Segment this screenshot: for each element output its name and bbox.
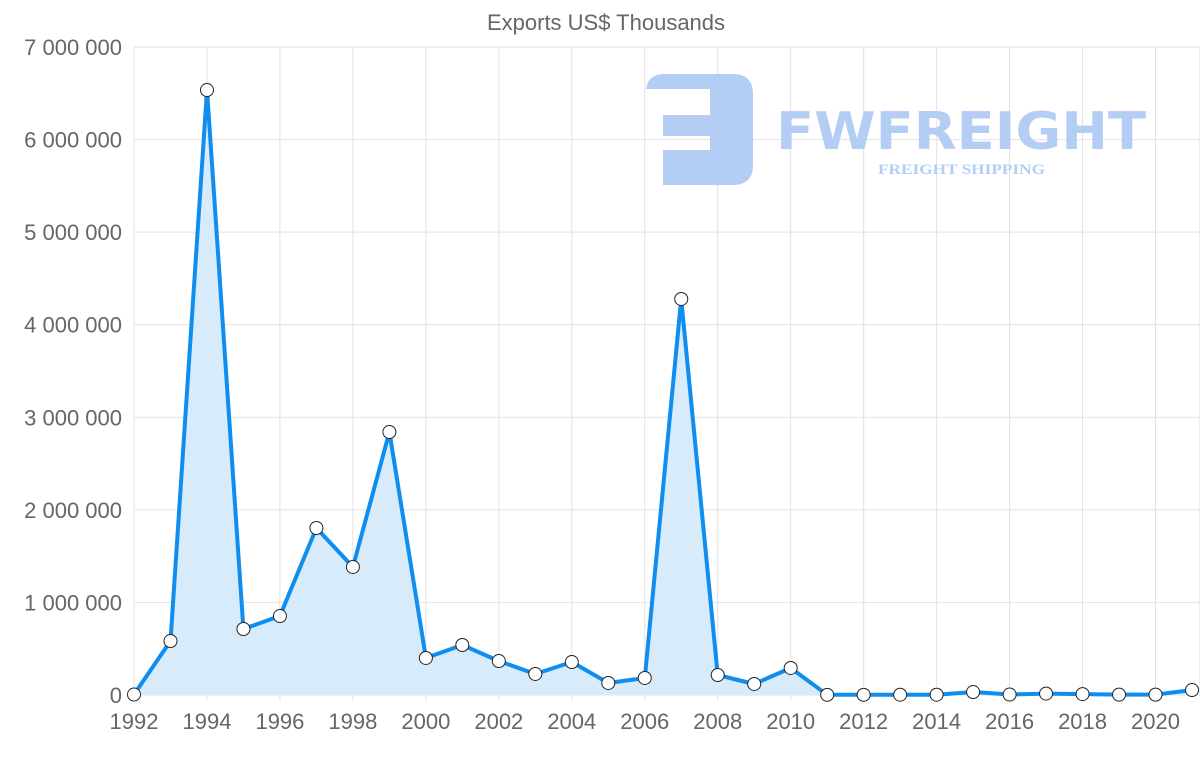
data-point <box>820 687 835 702</box>
data-point <box>345 559 360 574</box>
x-tick-label: 1998 <box>328 709 377 734</box>
fwfreight-logo-icon <box>646 74 753 185</box>
data-point <box>309 521 324 536</box>
data-point <box>1075 687 1090 702</box>
data-point <box>528 666 543 681</box>
data-point <box>163 634 178 649</box>
watermark-logo: FWFREIGHT FREIGHT SHIPPING <box>646 74 1147 185</box>
y-tick-label: 3 000 000 <box>24 405 122 430</box>
x-tick-label: 2010 <box>766 709 815 734</box>
x-tick-label: 2006 <box>620 709 669 734</box>
data-point <box>382 425 397 440</box>
y-tick-label: 7 000 000 <box>24 35 122 60</box>
data-point <box>966 685 981 700</box>
grid <box>133 46 1200 701</box>
data-point <box>856 687 871 702</box>
x-tick-label: 1994 <box>182 709 231 734</box>
data-point <box>418 650 433 665</box>
data-point <box>272 609 287 624</box>
x-tick-label: 2002 <box>474 709 523 734</box>
data-point <box>1185 683 1199 698</box>
data-point <box>929 687 944 702</box>
x-tick-label: 1992 <box>110 709 159 734</box>
y-tick-label: 0 <box>110 683 122 708</box>
data-point <box>601 675 616 690</box>
axes: 0 1 000 000 2 000 000 3 000 000 4 000 000 5 0… <box>24 35 1180 734</box>
series-area <box>134 90 1192 695</box>
x-tick-label: 2016 <box>985 709 1034 734</box>
x-tick-label: 2004 <box>547 709 596 734</box>
data-point <box>1148 687 1163 702</box>
y-tick-label: 1 000 000 <box>24 590 122 615</box>
x-tick-label: 2014 <box>912 709 961 734</box>
data-point <box>674 291 689 306</box>
data-point <box>893 687 908 702</box>
data-point <box>199 83 214 98</box>
data-point <box>127 687 141 702</box>
data-point <box>455 638 470 653</box>
data-point <box>491 654 506 669</box>
data-point <box>637 670 652 685</box>
data-point <box>564 655 579 670</box>
data-point <box>1112 687 1127 702</box>
data-point <box>747 676 762 691</box>
y-tick-label: 2 000 000 <box>24 498 122 523</box>
y-tick-label: 6 000 000 <box>24 128 122 153</box>
series <box>127 83 1199 702</box>
x-tick-label: 2008 <box>693 709 742 734</box>
watermark-brand: FWFREIGHT <box>776 102 1147 162</box>
x-tick-label: 2020 <box>1131 709 1180 734</box>
y-tick-label: 4 000 000 <box>24 313 122 338</box>
data-point <box>783 660 798 675</box>
data-point <box>1002 687 1017 702</box>
chart-title: Exports US$ Thousands <box>487 10 725 35</box>
data-point <box>1039 686 1054 701</box>
x-tick-label: 2000 <box>401 709 450 734</box>
data-point <box>710 668 725 683</box>
watermark-tagline: FREIGHT SHIPPING <box>878 162 1045 178</box>
y-tick-label: 5 000 000 <box>24 220 122 245</box>
x-tick-label: 1996 <box>255 709 304 734</box>
data-point <box>236 621 251 636</box>
x-tick-label: 2018 <box>1058 709 1107 734</box>
x-tick-label: 2012 <box>839 709 888 734</box>
